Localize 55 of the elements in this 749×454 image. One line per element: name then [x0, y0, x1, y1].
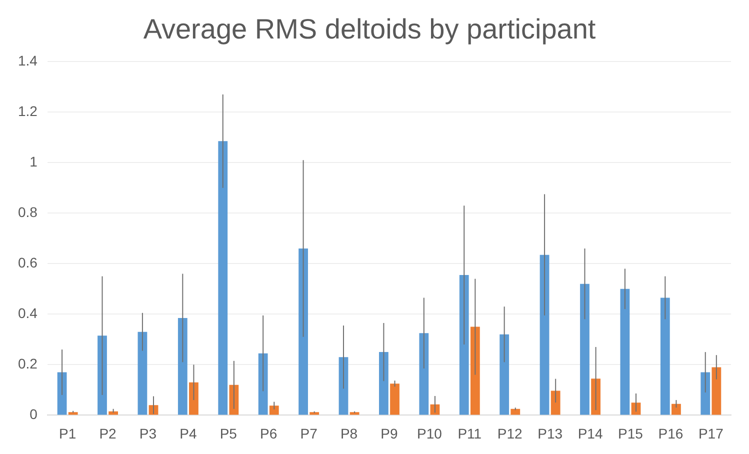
x-tick-label: P6 — [260, 425, 278, 442]
bar — [591, 378, 600, 415]
bar — [510, 408, 520, 415]
bar — [338, 357, 348, 415]
bar — [269, 406, 279, 415]
bar — [350, 412, 360, 415]
y-tick-label: 1 — [30, 153, 38, 170]
bar — [178, 318, 188, 415]
x-tick-label: P12 — [497, 425, 523, 442]
y-tick-label: 1.4 — [18, 52, 38, 68]
bar — [229, 384, 239, 415]
bar — [550, 390, 560, 415]
y-tick-label: 1.2 — [18, 102, 38, 119]
y-tick-label: 0.8 — [18, 204, 38, 220]
bar — [672, 404, 681, 415]
bar — [218, 141, 228, 415]
x-tick-label: P1 — [59, 425, 76, 442]
x-tick-label: P16 — [658, 425, 684, 442]
y-tick-label: 0.6 — [18, 254, 38, 271]
bar — [379, 352, 388, 415]
bar — [700, 372, 710, 415]
bar — [470, 326, 480, 415]
x-tick-label: P11 — [458, 425, 482, 442]
bar — [712, 367, 722, 415]
y-tick-label: 0.2 — [18, 356, 38, 372]
x-tick-label: P5 — [220, 425, 238, 442]
bar — [310, 412, 320, 415]
bar — [580, 284, 590, 415]
bar — [298, 248, 308, 415]
bar — [138, 332, 148, 415]
bar — [68, 412, 78, 415]
bar — [189, 382, 198, 415]
y-tick-label: 0.4 — [18, 305, 38, 322]
bar — [540, 254, 550, 415]
x-tick-label: P3 — [139, 425, 157, 442]
chart-title: Average RMS deltoids by participant — [143, 14, 596, 45]
bar — [98, 336, 107, 415]
x-tick-label: P4 — [180, 425, 197, 442]
bar — [500, 334, 510, 415]
bar — [258, 353, 268, 415]
x-tick-label: P13 — [538, 425, 563, 442]
x-tick-label: P7 — [300, 425, 318, 442]
x-tick-label: P15 — [618, 425, 644, 442]
bar — [459, 275, 469, 415]
x-tick-label: P8 — [340, 425, 358, 442]
x-tick-label: P14 — [578, 425, 603, 442]
bar — [390, 384, 400, 415]
bar — [620, 288, 630, 415]
x-tick-label: P2 — [99, 425, 117, 442]
x-tick-label: P17 — [698, 425, 724, 442]
y-tick-label: 0 — [30, 406, 38, 422]
x-tick-label: P10 — [416, 425, 442, 442]
x-tick-label: P9 — [380, 425, 398, 442]
bar — [660, 298, 670, 415]
bar — [419, 333, 429, 415]
